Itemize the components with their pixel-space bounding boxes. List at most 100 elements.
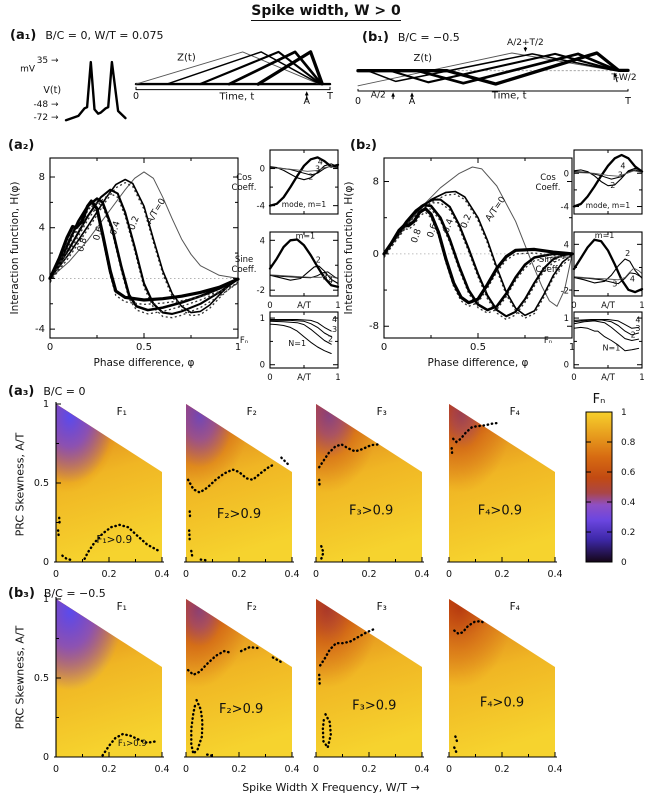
annotation: 2 <box>308 173 313 182</box>
x-tick-label: 0.4 <box>154 764 169 775</box>
series-axis-bracket <box>135 86 331 91</box>
heatmap-b3-f2: F₂ F₂>0.9 0 0.2 0.4 <box>183 599 300 775</box>
contour-0.9 <box>83 523 160 560</box>
panel-a3-tag: (a₃) B/C = 0 <box>8 384 86 399</box>
x-tick-label: 0 <box>381 342 387 353</box>
series-m3 <box>269 271 339 279</box>
annotation: 3 <box>332 325 337 334</box>
heatmap-b3-f1: F₁ F₁>0.9 0 0.2 0.4 0 0.5 1 <box>34 594 170 775</box>
contour-0.9 <box>318 478 321 489</box>
annotation: Z(t) <box>414 53 433 64</box>
x-tick-label: 0.5 <box>136 342 152 353</box>
annotation: 4 <box>328 276 333 285</box>
panel-a2-tag: (a₂) <box>8 138 35 153</box>
series-V-trace <box>64 60 127 122</box>
y-tick-label: 8 <box>39 172 45 183</box>
annotation: 2 <box>328 334 333 343</box>
heatmap-title: F₁ <box>117 601 127 613</box>
y-axis-label: Sine <box>235 255 253 265</box>
series-AT06-approx <box>49 201 239 315</box>
annotation: A/2 <box>371 91 386 101</box>
colorbar-tick-label: 0 <box>621 558 627 568</box>
x-tick-label: 0 <box>267 373 272 383</box>
annotation: 4 <box>635 316 640 325</box>
series-AT08 <box>48 199 240 302</box>
x-tick-label: 0 <box>47 342 53 353</box>
annotation: -48 → <box>33 100 59 110</box>
series-m4 <box>573 267 643 281</box>
series-m4 <box>269 166 339 172</box>
x-tick-label: 0.2 <box>101 764 116 775</box>
colorbar-tick-label: 0.2 <box>621 528 635 538</box>
x-tick-label: 0.2 <box>231 569 246 580</box>
contour-0.9 <box>61 554 75 562</box>
x-tick-label: 0.2 <box>361 764 376 775</box>
contour-0.9 <box>453 619 487 636</box>
y-tick-label: -8 <box>369 321 379 332</box>
y-axis-label: Fₙ <box>544 336 552 346</box>
series-prc-4 <box>227 50 323 86</box>
annotation: 3 <box>612 280 617 289</box>
x-tick-label: 0 <box>183 569 189 580</box>
contour-0.9 <box>188 510 192 521</box>
heatmap-title: F₄ <box>510 601 520 613</box>
contour-0.9 <box>318 442 381 469</box>
contour-0.9 <box>239 645 260 653</box>
y-tick-label: 0 <box>43 752 49 763</box>
y-axis-label-a3: PRC Skewness, A/T <box>13 432 27 537</box>
x-tick-label: 1 <box>569 342 575 353</box>
annotation: mode, m=1 <box>282 200 327 209</box>
x-tick-label: 1 <box>335 373 340 383</box>
annotation: 3 <box>315 164 320 173</box>
annotation: 2 <box>610 181 615 190</box>
y-axis-label: Interaction function, H(φ) <box>343 182 355 315</box>
y-tick-label: 8 <box>373 177 379 188</box>
region-label: F₂>0.9 <box>219 702 263 717</box>
annotation: 4 <box>630 274 635 283</box>
colorbar-tick-label: 0.4 <box>621 498 636 508</box>
series-N4 <box>269 319 332 332</box>
x-tick-label: 0 <box>267 301 272 311</box>
annotation-arrowhead <box>304 91 309 96</box>
plot-frame <box>269 231 339 297</box>
annotation: 2 <box>316 255 321 264</box>
heatmap-low-fn-region <box>449 599 555 757</box>
contour-0.9 <box>190 549 194 559</box>
heatmap-low-fn-region <box>316 599 422 757</box>
y-axis-label: Cos <box>540 173 556 183</box>
series-prc-1 <box>135 51 319 85</box>
annotation: 0.4 <box>109 220 123 237</box>
series-axis-bracket <box>357 88 629 92</box>
x-axis-label: A/T <box>297 373 312 383</box>
y-tick-label: 1 <box>43 399 49 410</box>
x-tick-label: 0 <box>53 764 59 775</box>
series-N3 <box>269 319 332 338</box>
y-tick-label: 4 <box>564 240 569 250</box>
annotation: 3 <box>323 272 328 281</box>
y-axis-label: Interaction function, H(φ) <box>9 182 21 315</box>
y-tick-label: 1 <box>43 594 49 605</box>
series-m2 <box>573 167 643 187</box>
x-tick-label: 0 <box>571 301 576 311</box>
x-tick-label: 0.2 <box>101 569 116 580</box>
series-AT06 <box>48 197 240 312</box>
x-tick-label: 0 <box>446 569 452 580</box>
series-m1 <box>572 153 644 208</box>
prc-schematic-a1: Z(t) 0 Time, t A T <box>133 50 333 107</box>
panel-b2-tag: (b₂) <box>350 138 377 153</box>
annotation: 2 <box>631 331 636 340</box>
y-tick-label: 1 <box>260 314 265 324</box>
series-AT0 <box>383 166 573 307</box>
annotation: T <box>326 91 333 102</box>
x-tick-label: 1 <box>235 342 241 353</box>
y-tick-label: -4 <box>35 324 45 335</box>
annotation: 3 <box>635 324 640 333</box>
annotation: N=1 <box>603 344 621 353</box>
annotation: Time, t <box>218 92 254 103</box>
x-tick-label: 0.4 <box>284 569 299 580</box>
contour-0.9 <box>206 753 213 757</box>
